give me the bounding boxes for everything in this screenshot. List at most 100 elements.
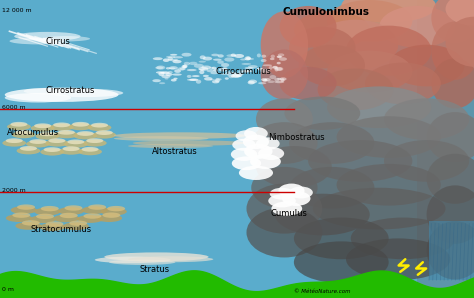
Ellipse shape [250, 154, 281, 169]
Ellipse shape [200, 55, 206, 59]
Ellipse shape [6, 138, 23, 143]
Ellipse shape [187, 69, 197, 71]
Ellipse shape [40, 148, 64, 156]
Text: 12 000 m: 12 000 m [2, 8, 32, 13]
Text: Stratus: Stratus [140, 265, 170, 274]
Ellipse shape [17, 204, 35, 210]
Ellipse shape [199, 60, 206, 63]
Ellipse shape [156, 66, 165, 70]
Ellipse shape [11, 206, 36, 214]
Ellipse shape [164, 77, 169, 80]
Ellipse shape [215, 78, 220, 82]
Ellipse shape [5, 93, 71, 103]
Ellipse shape [431, 21, 474, 80]
Ellipse shape [261, 55, 266, 58]
Ellipse shape [102, 212, 120, 218]
Ellipse shape [261, 78, 267, 81]
Ellipse shape [88, 124, 111, 131]
Ellipse shape [294, 11, 370, 49]
Ellipse shape [207, 69, 214, 72]
Ellipse shape [239, 166, 273, 180]
Ellipse shape [128, 144, 213, 148]
Ellipse shape [12, 131, 36, 138]
Ellipse shape [128, 256, 213, 262]
Text: Cumulonimbus: Cumulonimbus [282, 7, 369, 17]
Ellipse shape [245, 67, 254, 69]
Ellipse shape [114, 132, 246, 139]
Ellipse shape [274, 78, 280, 81]
Ellipse shape [100, 208, 127, 215]
Ellipse shape [48, 138, 65, 143]
Ellipse shape [365, 63, 441, 104]
Ellipse shape [174, 69, 181, 73]
Ellipse shape [10, 122, 27, 127]
Ellipse shape [20, 146, 37, 151]
Ellipse shape [294, 241, 389, 283]
Ellipse shape [246, 207, 322, 257]
Text: Cirrocumulus: Cirrocumulus [216, 67, 272, 76]
Ellipse shape [223, 67, 228, 70]
Ellipse shape [327, 86, 431, 128]
Ellipse shape [226, 71, 233, 74]
Ellipse shape [69, 221, 87, 226]
Text: Altostratus: Altostratus [152, 148, 198, 156]
Ellipse shape [264, 78, 271, 81]
Text: Stratocumulus: Stratocumulus [31, 225, 92, 234]
Ellipse shape [170, 54, 177, 56]
Ellipse shape [96, 214, 122, 222]
Ellipse shape [268, 194, 296, 207]
Ellipse shape [313, 188, 446, 229]
Ellipse shape [7, 123, 31, 130]
Ellipse shape [63, 146, 80, 151]
Ellipse shape [211, 54, 219, 56]
Ellipse shape [256, 98, 313, 140]
Ellipse shape [35, 208, 61, 215]
Ellipse shape [171, 79, 177, 82]
Ellipse shape [167, 71, 173, 74]
Ellipse shape [29, 215, 55, 223]
Ellipse shape [235, 73, 244, 76]
Ellipse shape [184, 62, 190, 66]
Ellipse shape [427, 221, 474, 280]
Ellipse shape [346, 26, 431, 76]
Ellipse shape [276, 67, 283, 71]
Ellipse shape [213, 59, 221, 61]
Ellipse shape [219, 68, 228, 72]
Ellipse shape [104, 252, 209, 261]
Bar [417, 0, 474, 298]
Ellipse shape [203, 75, 209, 77]
Ellipse shape [83, 139, 107, 147]
Text: 6000 m: 6000 m [2, 105, 26, 110]
Ellipse shape [158, 72, 164, 76]
Ellipse shape [67, 139, 84, 144]
Ellipse shape [86, 138, 103, 143]
Ellipse shape [244, 144, 273, 159]
Ellipse shape [182, 53, 191, 57]
Ellipse shape [34, 123, 51, 128]
Ellipse shape [177, 67, 185, 71]
Ellipse shape [274, 81, 284, 83]
Ellipse shape [346, 238, 450, 280]
Ellipse shape [182, 65, 187, 68]
Ellipse shape [240, 58, 246, 60]
Ellipse shape [273, 66, 278, 69]
Ellipse shape [431, 0, 474, 43]
Ellipse shape [29, 139, 46, 144]
Ellipse shape [43, 36, 90, 41]
Text: Cirrostratus: Cirrostratus [45, 86, 94, 95]
Ellipse shape [279, 57, 287, 61]
Ellipse shape [225, 77, 229, 80]
Ellipse shape [6, 214, 32, 222]
Ellipse shape [15, 130, 32, 135]
Ellipse shape [163, 58, 170, 62]
Ellipse shape [77, 131, 94, 136]
Ellipse shape [82, 147, 99, 152]
Ellipse shape [263, 64, 272, 66]
Ellipse shape [270, 58, 274, 60]
Ellipse shape [189, 78, 198, 81]
Ellipse shape [337, 164, 441, 206]
Text: 2000 m: 2000 m [2, 188, 26, 193]
Ellipse shape [152, 79, 161, 82]
Ellipse shape [173, 78, 178, 80]
Ellipse shape [39, 131, 56, 136]
